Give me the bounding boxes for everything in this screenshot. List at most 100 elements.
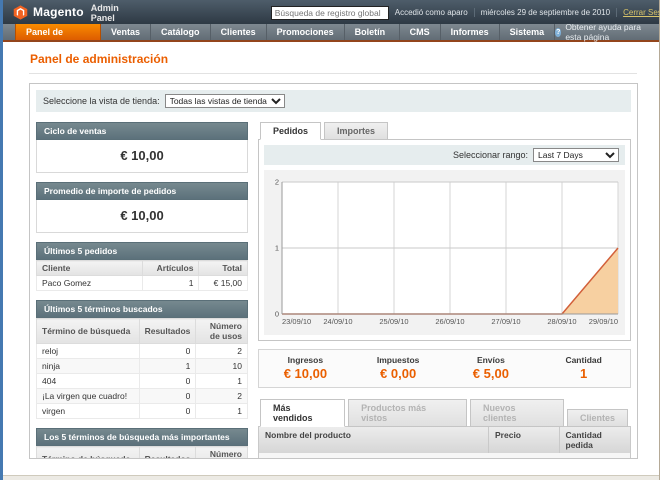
total-cantidad: Cantidad 1 [537,355,630,381]
table-cell: 0 [138,343,197,359]
column-header: Número de usos [195,446,248,458]
panel-title: Promedio de importe de pedidos [36,182,248,200]
chart-tabs: Pedidos Importes [258,122,631,140]
tab-importes[interactable]: Importes [324,122,389,140]
lifetime-sales-panel: Ciclo de ventas € 10,00 [36,122,248,173]
grid-header: Nombre del producto Precio Cantidad pedi… [259,427,630,453]
column-header: Cliente [36,260,143,276]
table-row: ¡La virgen que cuadro! 0 2 [36,388,248,404]
column-header: Número de usos [195,318,248,344]
page-help-link[interactable]: ? Obtener ayuda para esta página [555,22,641,42]
table-cell: 1 [141,275,200,291]
column-header: Nombre del producto [259,427,490,453]
total-value: 1 [580,366,588,381]
column-header: Cantidad pedida [565,430,602,450]
table-cell: ¡La virgen que cuadro! [36,388,140,404]
column-header: Precio [489,427,560,453]
column-header: Resultados [138,318,197,344]
nav-item-clientes[interactable]: Clientes [211,24,267,40]
store-view-select[interactable]: Todas las vistas de tienda [164,94,285,108]
table-cell: 2 [195,343,248,359]
total-label: Ingresos [287,355,324,365]
tab-nuevos-clientes: Nuevos clientes [469,399,564,427]
table-cell: 1 [195,373,248,389]
store-view-label: Seleccione la vista de tienda: [43,96,160,106]
nav-item-sistema[interactable]: Sistema [500,24,556,40]
range-select[interactable]: Last 7 Days [533,148,619,162]
nav-item-ventas[interactable]: Ventas [101,24,152,40]
tab-pedidos[interactable]: Pedidos [260,122,322,140]
table-row: 404 0 1 [36,373,248,389]
total-label: Cantidad [565,355,602,365]
panel-title: Últimos 5 términos buscados [36,300,248,318]
table-cell: 1 [138,358,197,374]
table-cell: 0 [138,388,197,404]
main-navigation: Panel de administración Ventas Catálogo Cli… [3,22,659,69]
nav-item-promociones[interactable]: Promociones [267,24,345,40]
nav-item-cms[interactable]: CMS [400,24,441,40]
table-cell: 404 [36,373,140,389]
panel-title: Los 5 términos de búsqueda más important… [36,428,248,446]
empty-grid-message: No se encontraron registros. [259,453,630,458]
account-info: Accedió como aparo miércoles 29 de septi… [389,7,660,17]
global-search-input[interactable] [270,6,389,20]
average-orders-panel: Promedio de importe de pedidos € 10,00 [36,182,248,233]
total-label: Impuestos [376,355,420,365]
dashboard-totals: Ingresos € 10,00 Impuestos € 0,00 Envíos € 5,… [258,349,631,388]
help-icon: ? [555,27,562,37]
table-cell: 0 [138,403,197,419]
title-divider [29,73,637,74]
column-header: Término de búsqueda [36,446,140,458]
table-cell: ninja [36,358,140,374]
logout-link[interactable]: Cerrar Sesión [623,7,660,17]
logo-text: Magento [33,5,84,19]
svg-text:1: 1 [275,244,279,253]
table-cell: € 15,00 [198,275,248,291]
table-cell: 2 [195,388,248,404]
orders-area-chart: 0 1 2 23/09/10 24/09/10 25/09/10 26/09/10 27/09… [275,178,619,326]
range-bar: Seleccionar rango: Last 7 Days [264,145,625,165]
table-cell: virgen [36,403,140,419]
total-value: € 0,00 [380,366,417,381]
table-row: Paco Gomez 1 € 15,00 [36,275,248,291]
last-orders-panel: Últimos 5 pedidos Cliente Artículos Tota… [36,242,248,291]
nav-item-boletin-de-noticias[interactable]: Boletín de noticias [345,24,400,69]
table-cell: 10 [195,358,248,374]
column-header: Término de búsqueda [36,318,140,344]
svg-text:24/09/10: 24/09/10 [323,317,352,326]
table-row: reloj 0 2 [36,343,248,359]
dashboard-content: Seleccione la vista de tienda: Todas las… [29,83,638,459]
orders-chart: 0 1 2 23/09/10 24/09/10 25/09/10 26/09/10 27/09… [264,170,625,335]
last-search-terms-panel: Últimos 5 términos buscados Término de b… [36,300,248,419]
top-search-terms-panel: Los 5 términos de búsqueda más important… [36,428,248,458]
magento-logo-icon [13,4,28,20]
column-header: Artículos [141,260,200,276]
range-label: Seleccionar rango: [452,150,528,160]
window-bottom-edge [3,475,659,480]
tab-clientes: Clientes [566,409,628,427]
lifetime-sales-value: € 10,00 [36,140,248,173]
svg-text:25/09/10: 25/09/10 [379,317,408,326]
table-row: ninja 1 10 [36,358,248,374]
store-view-bar: Seleccione la vista de tienda: Todas las… [36,90,631,112]
total-value: € 10,00 [283,366,328,381]
nav-item-catalogo[interactable]: Catálogo [151,24,211,40]
svg-text:26/09/10: 26/09/10 [435,317,464,326]
nav-item-panel-de-administracion[interactable]: Panel de administración [15,24,102,53]
current-date: miércoles 29 de septiembre de 2010 [473,7,616,17]
page-title: Panel de administración [30,52,169,66]
top-search-terms-table: Término de búsqueda Resultados Número de… [36,446,248,458]
total-impuestos: Impuestos € 0,00 [352,355,445,381]
total-label: Envíos [476,355,505,365]
orders-chart-panel: Seleccionar rango: Last 7 Days 0 1 2 23/09/… [258,139,631,341]
table-cell: 0 [138,373,197,389]
table-cell: reloj [36,343,140,359]
tab-mas-vendidos[interactable]: Más vendidos [260,399,346,427]
column-header: Resultados [138,446,197,458]
column-header: Total [198,260,248,276]
products-grid: Nombre del producto Precio Cantidad pedi… [258,426,631,458]
panel-title: Ciclo de ventas [36,122,248,140]
last-orders-table: Cliente Artículos Total Paco Gomez 1 € 15,… [36,260,248,291]
svg-text:2: 2 [275,178,279,187]
nav-item-informes[interactable]: Informes [441,24,500,40]
